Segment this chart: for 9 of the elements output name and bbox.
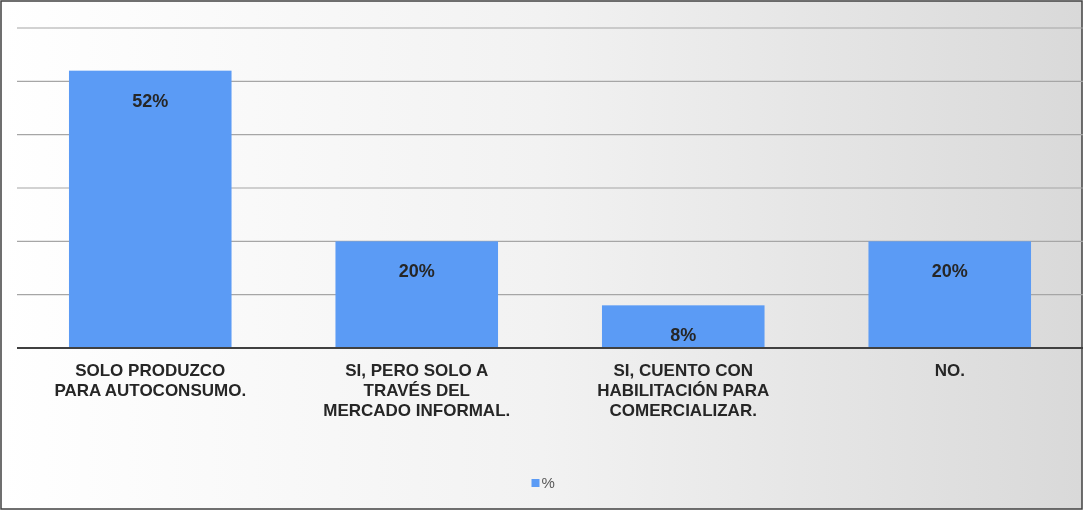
x-tick-label: SI, PERO SOLO A TRAVÉS DEL MERCADO INFORMAL. xyxy=(323,361,511,420)
legend-label: % xyxy=(541,474,555,491)
data-label: 8% xyxy=(670,325,697,346)
data-label: 20% xyxy=(931,261,968,282)
x-tick-label: SOLO PRODUZCO PARA AUTOCONSUMO. xyxy=(54,361,247,400)
data-label: 20% xyxy=(398,261,435,282)
x-tick-label: SI, CUENTO CON HABILITACIÓN PARA COMERCIALIZAR. xyxy=(597,361,770,420)
x-tick-label: NO. xyxy=(934,361,965,380)
data-label: 52% xyxy=(132,90,169,111)
